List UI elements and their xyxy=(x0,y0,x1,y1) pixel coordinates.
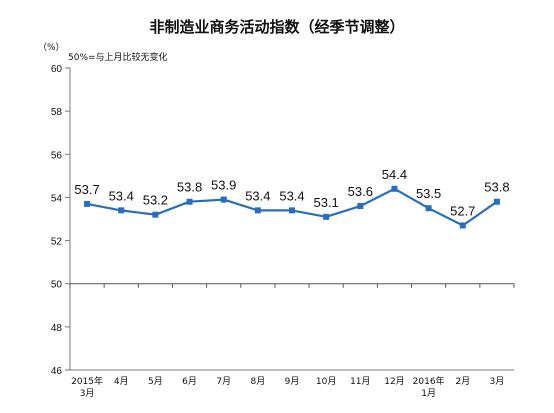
x-tick-label: 2016年 xyxy=(413,375,445,387)
data-label: 53.8 xyxy=(484,180,509,195)
data-label: 53.8 xyxy=(177,180,202,195)
data-label: 53.6 xyxy=(348,184,373,199)
y-tick-label: 46 xyxy=(51,366,63,377)
data-label: 53.5 xyxy=(416,186,441,201)
data-label: 54.4 xyxy=(382,167,407,182)
data-point-marker xyxy=(323,213,330,220)
data-point-marker xyxy=(152,211,159,218)
data-point-marker xyxy=(254,207,261,214)
x-tick-label-line2: 1月 xyxy=(421,388,436,399)
data-point-marker xyxy=(220,196,227,203)
data-label: 53.9 xyxy=(211,178,236,193)
data-point-marker xyxy=(84,200,91,207)
y-tick-label: 54 xyxy=(51,193,63,204)
x-tick-label: 2015年 xyxy=(71,375,103,387)
data-point-marker xyxy=(118,207,125,214)
data-point-marker xyxy=(391,185,398,192)
x-tick-label: 9月 xyxy=(285,376,300,387)
x-tick-label: 7月 xyxy=(216,376,231,387)
data-label: 53.4 xyxy=(279,188,304,203)
x-tick-label: 3月 xyxy=(490,376,505,387)
x-tick-label: 4月 xyxy=(114,376,129,387)
data-label: 53.7 xyxy=(74,182,99,197)
y-tick-label: 52 xyxy=(51,237,63,248)
y-tick-label: 60 xyxy=(51,64,63,75)
y-tick-label: 50 xyxy=(51,280,63,291)
data-label: 53.2 xyxy=(143,193,168,208)
y-tick-label: 58 xyxy=(51,107,63,118)
y-unit-label: （%） xyxy=(38,42,65,53)
y-tick-label: 56 xyxy=(51,150,63,161)
chart-title: 非制造业商务活动指数（经季节调整） xyxy=(149,18,404,36)
x-tick-label: 12月 xyxy=(384,376,404,387)
y-tick-label: 48 xyxy=(51,323,63,334)
data-label: 53.4 xyxy=(245,188,270,203)
data-point-marker xyxy=(425,205,432,212)
x-tick-label: 6月 xyxy=(182,376,197,387)
data-label: 52.7 xyxy=(450,203,475,218)
data-point-marker xyxy=(289,207,295,214)
data-point-marker xyxy=(493,198,500,205)
x-tick-label: 2月 xyxy=(455,376,470,387)
x-tick-label: 11月 xyxy=(350,376,370,387)
data-label: 53.4 xyxy=(109,188,134,203)
x-tick-label-line2: 3月 xyxy=(80,388,95,399)
x-tick-label: 8月 xyxy=(250,376,265,387)
x-tick-label: 5月 xyxy=(148,376,163,387)
data-label: 53.1 xyxy=(313,195,338,210)
data-point-marker xyxy=(459,222,466,229)
x-tick-label: 10月 xyxy=(316,376,336,387)
data-point-marker xyxy=(186,198,193,205)
reference-note: 50%=与上月比较无变化 xyxy=(68,51,168,63)
data-point-marker xyxy=(357,203,364,210)
